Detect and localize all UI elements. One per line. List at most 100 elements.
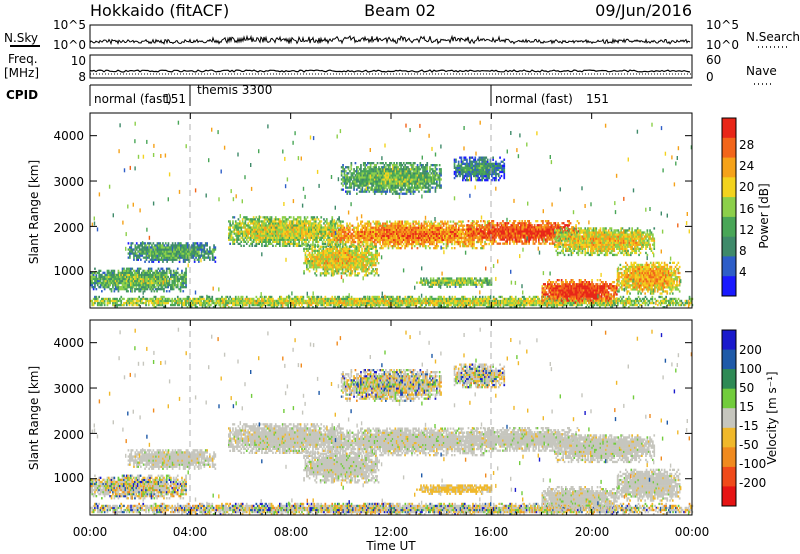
power-echo-cell xyxy=(188,303,190,307)
power-echo-cell xyxy=(149,284,151,287)
power-echo-cell xyxy=(134,275,136,279)
power-echo-cell xyxy=(110,290,113,293)
power-echo-cell xyxy=(185,301,187,305)
power-echo-cell xyxy=(410,295,412,299)
power-echo-cell xyxy=(210,299,212,303)
power-echo-cell xyxy=(106,269,109,272)
power-echo-cell xyxy=(299,216,302,219)
power-echo-cell xyxy=(172,286,175,289)
power-echo-cell xyxy=(164,284,167,287)
power-echo-cell xyxy=(200,303,203,307)
power-echo-cell xyxy=(385,295,387,299)
power-echo-cell xyxy=(371,238,373,242)
power-echo-cell xyxy=(167,242,170,245)
power-echo-cell xyxy=(244,240,247,243)
power-echo-cell xyxy=(247,299,249,303)
power-echo-cell xyxy=(131,299,134,303)
power-echo-cell xyxy=(163,244,166,247)
power-echo-cell xyxy=(440,224,442,227)
power-echo-cell xyxy=(135,281,138,285)
power-echo-cell xyxy=(319,297,321,301)
power-echo-cell xyxy=(175,269,178,272)
power-echo-cell xyxy=(680,299,683,303)
power-echo-cell xyxy=(106,301,109,305)
power-echo-cell xyxy=(382,301,385,305)
power-echo-cell xyxy=(147,271,150,274)
power-echo-cell xyxy=(373,240,376,244)
power-echo-cell xyxy=(688,295,691,299)
power-echo-cell xyxy=(360,238,362,242)
power-echo-cell xyxy=(290,216,292,219)
power-echo-cell xyxy=(336,299,339,303)
power-echo-cell xyxy=(364,295,367,299)
power-echo-cell xyxy=(342,295,345,299)
power-echo-cell xyxy=(194,299,197,303)
power-echo-cell xyxy=(164,301,167,305)
power-echo-cell xyxy=(248,303,251,307)
power-echo-cell xyxy=(218,297,220,301)
power-echo-cell xyxy=(324,301,327,305)
power-echo-cell xyxy=(171,242,174,245)
power-echo-cell xyxy=(346,222,348,225)
power-echo-cell xyxy=(117,288,120,291)
power-echo-cell xyxy=(99,299,102,303)
power-echo-cell xyxy=(345,299,347,303)
power-echo-cell xyxy=(142,269,145,272)
power-echo-cell xyxy=(325,303,328,307)
power-echo-cell xyxy=(113,273,116,277)
power-echo-cell xyxy=(308,306,310,309)
power-echo-cell xyxy=(248,244,251,247)
power-echo-cell xyxy=(338,301,340,305)
power-echo-cell xyxy=(410,297,412,301)
power-echo-cell xyxy=(183,281,186,285)
power-echo-cell xyxy=(120,286,123,289)
power-echo-cell xyxy=(185,286,187,289)
power-echo-cell xyxy=(211,254,214,257)
power-echo-cell xyxy=(154,273,157,277)
power-echo-cell xyxy=(586,303,589,307)
power-echo-cell xyxy=(172,275,175,279)
power-echo-cell xyxy=(394,301,397,305)
power-echo-cell xyxy=(103,299,106,303)
power-echo-cell xyxy=(239,220,241,223)
power-echo-cell xyxy=(323,299,325,303)
power-echo-cell xyxy=(463,224,466,227)
power-echo-cell xyxy=(148,260,150,263)
power-echo-cell xyxy=(199,295,201,299)
power-echo-cell xyxy=(114,281,117,285)
power-echo-cell xyxy=(305,299,307,303)
power-echo-cell xyxy=(424,245,427,248)
power-echo-cell xyxy=(174,303,176,307)
power-echo-cell xyxy=(361,303,364,307)
power-echo-cell xyxy=(263,301,266,305)
power-echo-cell xyxy=(182,301,185,305)
power-echo-cell xyxy=(145,258,148,261)
power-echo-cell xyxy=(285,301,288,305)
power-echo-cell xyxy=(321,303,324,307)
power-echo-cell xyxy=(138,281,140,285)
power-echo-cell xyxy=(200,301,203,305)
power-echo-cell xyxy=(159,269,161,272)
power-echo-cell xyxy=(221,301,223,305)
power-echo-cell xyxy=(132,297,135,301)
power-echo-cell xyxy=(176,297,179,301)
power-echo-cell xyxy=(374,299,376,303)
power-echo-cell xyxy=(492,295,495,299)
power-echo-cell xyxy=(124,279,127,283)
nsearch-label: N.Search xyxy=(746,30,800,44)
power-echo-cell xyxy=(269,295,271,299)
power-echo-cell xyxy=(159,281,161,285)
power-echo-cell xyxy=(123,286,125,289)
power-echo-cell xyxy=(379,297,382,301)
power-echo-cell xyxy=(389,306,392,309)
power-echo-cell xyxy=(156,297,158,301)
power-echo-cell xyxy=(442,247,445,250)
power-echo-cell xyxy=(91,286,94,289)
power-echo-cell xyxy=(142,273,145,277)
power-echo-cell xyxy=(148,256,150,259)
nsky-panel-frame xyxy=(89,24,693,49)
power-echo-cell xyxy=(394,245,397,248)
power-echo-cell xyxy=(272,244,274,247)
power-echo-cell xyxy=(418,240,420,244)
power-echo-cell xyxy=(113,279,116,283)
